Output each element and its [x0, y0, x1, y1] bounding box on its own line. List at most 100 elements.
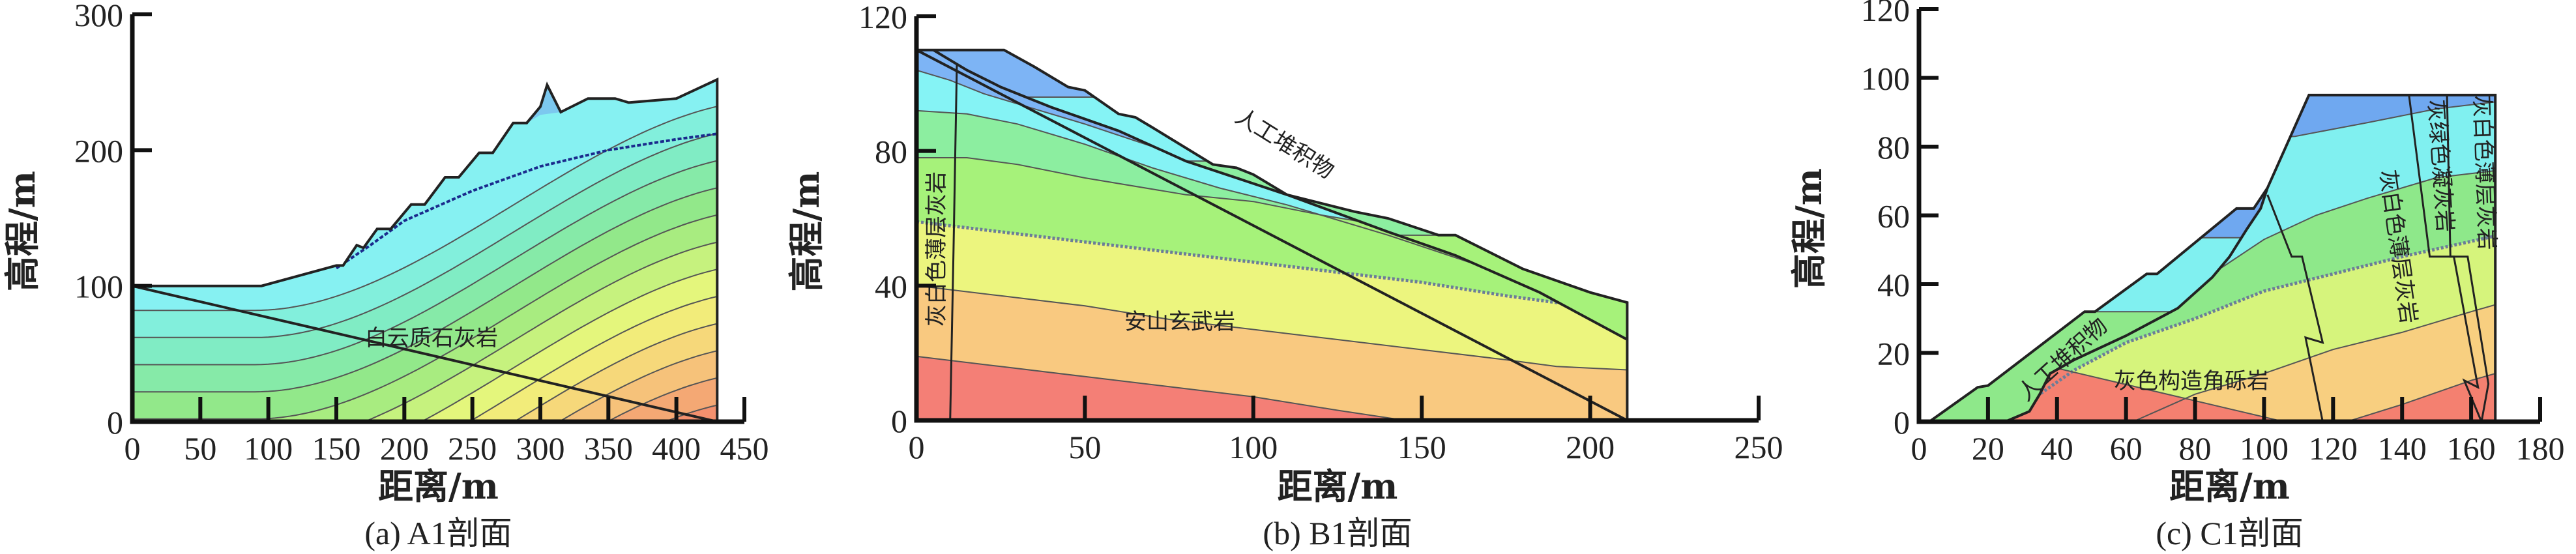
x-tick-label: 0 [909, 429, 925, 465]
deposit-base-line [2004, 187, 2269, 423]
layer-boundary-line [132, 350, 718, 422]
layer-boundary-line [1929, 304, 2496, 422]
x-tick-label: 200 [1566, 429, 1615, 465]
y-tick-label: 40 [1877, 267, 1910, 303]
y-tick-label: 0 [891, 403, 907, 439]
x-axis-title: 距离/m [1278, 465, 1398, 507]
y-tick-label: 0 [1894, 404, 1910, 441]
y-axis-title: 高程/m [785, 171, 827, 292]
axes: 0 50 100 150 200 250 300 350 400 450 0 100 200 300 距离/… [1, 0, 769, 507]
axes: 0 50 100 150 200 250 0 40 80 120 距离/m 高程/m [785, 0, 1783, 507]
x-tick-label: 140 [2378, 430, 2427, 467]
fault-line [949, 63, 958, 421]
y-tick-label: 20 [1877, 336, 1910, 372]
layer-band [132, 133, 718, 365]
y-axis-title: 高程/m [1788, 168, 1830, 289]
y-tick-label: 60 [1877, 198, 1910, 235]
x-tick-label: 20 [1972, 430, 2004, 467]
layer-band [916, 222, 1628, 370]
y-tick-label: 0 [107, 404, 123, 441]
layer-band [916, 356, 1628, 420]
layer-band [132, 106, 718, 338]
rock-layers [132, 80, 718, 422]
x-tick-label: 50 [184, 430, 216, 467]
x-tick-label: 40 [2041, 430, 2073, 467]
layer-band [132, 214, 718, 422]
layer-annotation: 白云质石灰岩 [365, 325, 498, 351]
x-tick-label: 350 [584, 430, 633, 467]
x-tick-label: 180 [2516, 430, 2565, 467]
fault-line [2446, 95, 2490, 422]
layer-annotation: 灰白色薄层灰岩 [2468, 95, 2500, 250]
deposit-base-line [932, 48, 1628, 341]
x-tick-label: 0 [1911, 430, 1927, 467]
y-tick-label: 100 [74, 269, 123, 305]
x-tick-label: 50 [1068, 429, 1101, 465]
panel-caption: (c) C1剖面 [2156, 515, 2303, 551]
axes: 0 20 40 60 80 100 120 140 160 180 0 20 40 60 80 100 120 距… [1788, 0, 2565, 507]
deposit-band [933, 50, 1628, 97]
fault-line [2408, 95, 2483, 422]
layer-boundary-line [132, 241, 718, 422]
x-tick-label: 450 [720, 430, 769, 467]
layer-boundary-line [1929, 335, 2496, 422]
layer-boundary-line [132, 160, 718, 366]
x-tick-label: 0 [124, 430, 141, 467]
layer-boundary-line [132, 132, 718, 338]
y-tick-label: 120 [1861, 0, 1910, 28]
layer-band [916, 285, 1628, 420]
layer-band [1929, 336, 2496, 422]
dashed-line [335, 132, 718, 270]
layer-boundary-line [132, 187, 718, 393]
y-tick-label: 300 [74, 0, 123, 33]
x-tick-label: 200 [380, 430, 429, 467]
x-tick-label: 250 [448, 430, 497, 467]
layer-band [1929, 95, 2496, 140]
ground-surface-line [1925, 93, 2497, 423]
layer-boundary-line [132, 377, 718, 422]
y-tick-label: 100 [1861, 61, 1910, 97]
layer-boundary-line [132, 106, 718, 312]
layer-boundary-line [132, 214, 718, 420]
x-axis-title: 距离/m [2169, 465, 2290, 507]
layer-band [132, 377, 718, 422]
fault-line [2266, 194, 2324, 422]
x-tick-label: 60 [2110, 430, 2143, 467]
layer-annotation: 灰白色薄层灰岩 [924, 171, 950, 327]
x-tick-label: 300 [516, 430, 565, 467]
layer-band [1929, 236, 2496, 422]
layer-boundary-line [132, 295, 718, 422]
y-tick-label: 80 [875, 134, 907, 170]
y-axis-title: 高程/m [1, 171, 43, 291]
x-tick-label: 150 [312, 430, 361, 467]
layer-boundary-line [916, 285, 1628, 371]
y-tick-label: 80 [1877, 129, 1910, 166]
y-tick-label: 200 [74, 132, 123, 169]
ground-surface-line [916, 48, 1629, 423]
x-tick-label: 100 [1229, 429, 1278, 465]
x-tick-label: 100 [2240, 430, 2289, 467]
layer-band [132, 323, 718, 422]
x-tick-label: 120 [2309, 430, 2358, 467]
x-tick-label: 100 [244, 430, 293, 467]
layer-band [132, 160, 718, 392]
y-tick-label: 40 [875, 268, 907, 304]
layer-band [916, 158, 1628, 303]
x-tick-label: 400 [652, 430, 701, 467]
x-tick-label: 150 [1398, 429, 1446, 465]
x-axis-title: 距离/m [378, 465, 499, 507]
layer-annotation: 灰色构造角砾岩 [2114, 368, 2269, 394]
rock-layers [1929, 95, 2496, 422]
layer-annotation: 安山玄武岩 [1124, 309, 1235, 335]
x-tick-label: 80 [2179, 430, 2212, 467]
y-tick-label: 120 [858, 0, 907, 35]
layer-band [132, 188, 718, 419]
x-tick-label: 160 [2447, 430, 2496, 467]
layer-boundary-line [916, 109, 1628, 304]
layer-band [132, 296, 718, 422]
layer-boundary-line [132, 323, 718, 422]
panel-caption: (b) B1剖面 [1263, 515, 1412, 551]
